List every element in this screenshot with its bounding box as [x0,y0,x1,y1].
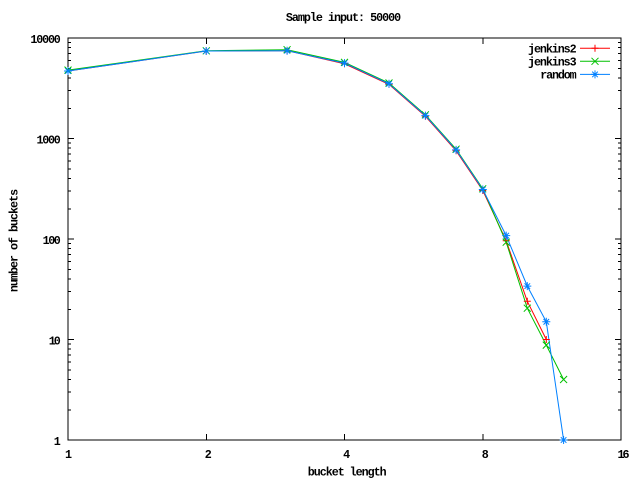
svg-text:number of buckets: number of buckets [7,189,21,292]
svg-text:1: 1 [65,448,72,462]
svg-text:random: random [540,68,576,82]
svg-text:2: 2 [205,448,212,462]
svg-text:8: 8 [482,448,489,462]
svg-text:jenkins3: jenkins3 [528,55,577,69]
svg-text:100: 100 [43,234,61,248]
svg-text:4: 4 [343,448,350,462]
svg-text:bucket length: bucket length [308,466,387,480]
svg-text:jenkins2: jenkins2 [528,42,577,56]
svg-text:Sample input: 50000: Sample input: 50000 [286,11,401,25]
svg-text:10: 10 [49,334,61,348]
svg-text:10000: 10000 [30,33,60,47]
svg-text:16: 16 [617,448,629,462]
svg-text:1000: 1000 [37,133,61,147]
svg-text:1: 1 [54,435,61,449]
